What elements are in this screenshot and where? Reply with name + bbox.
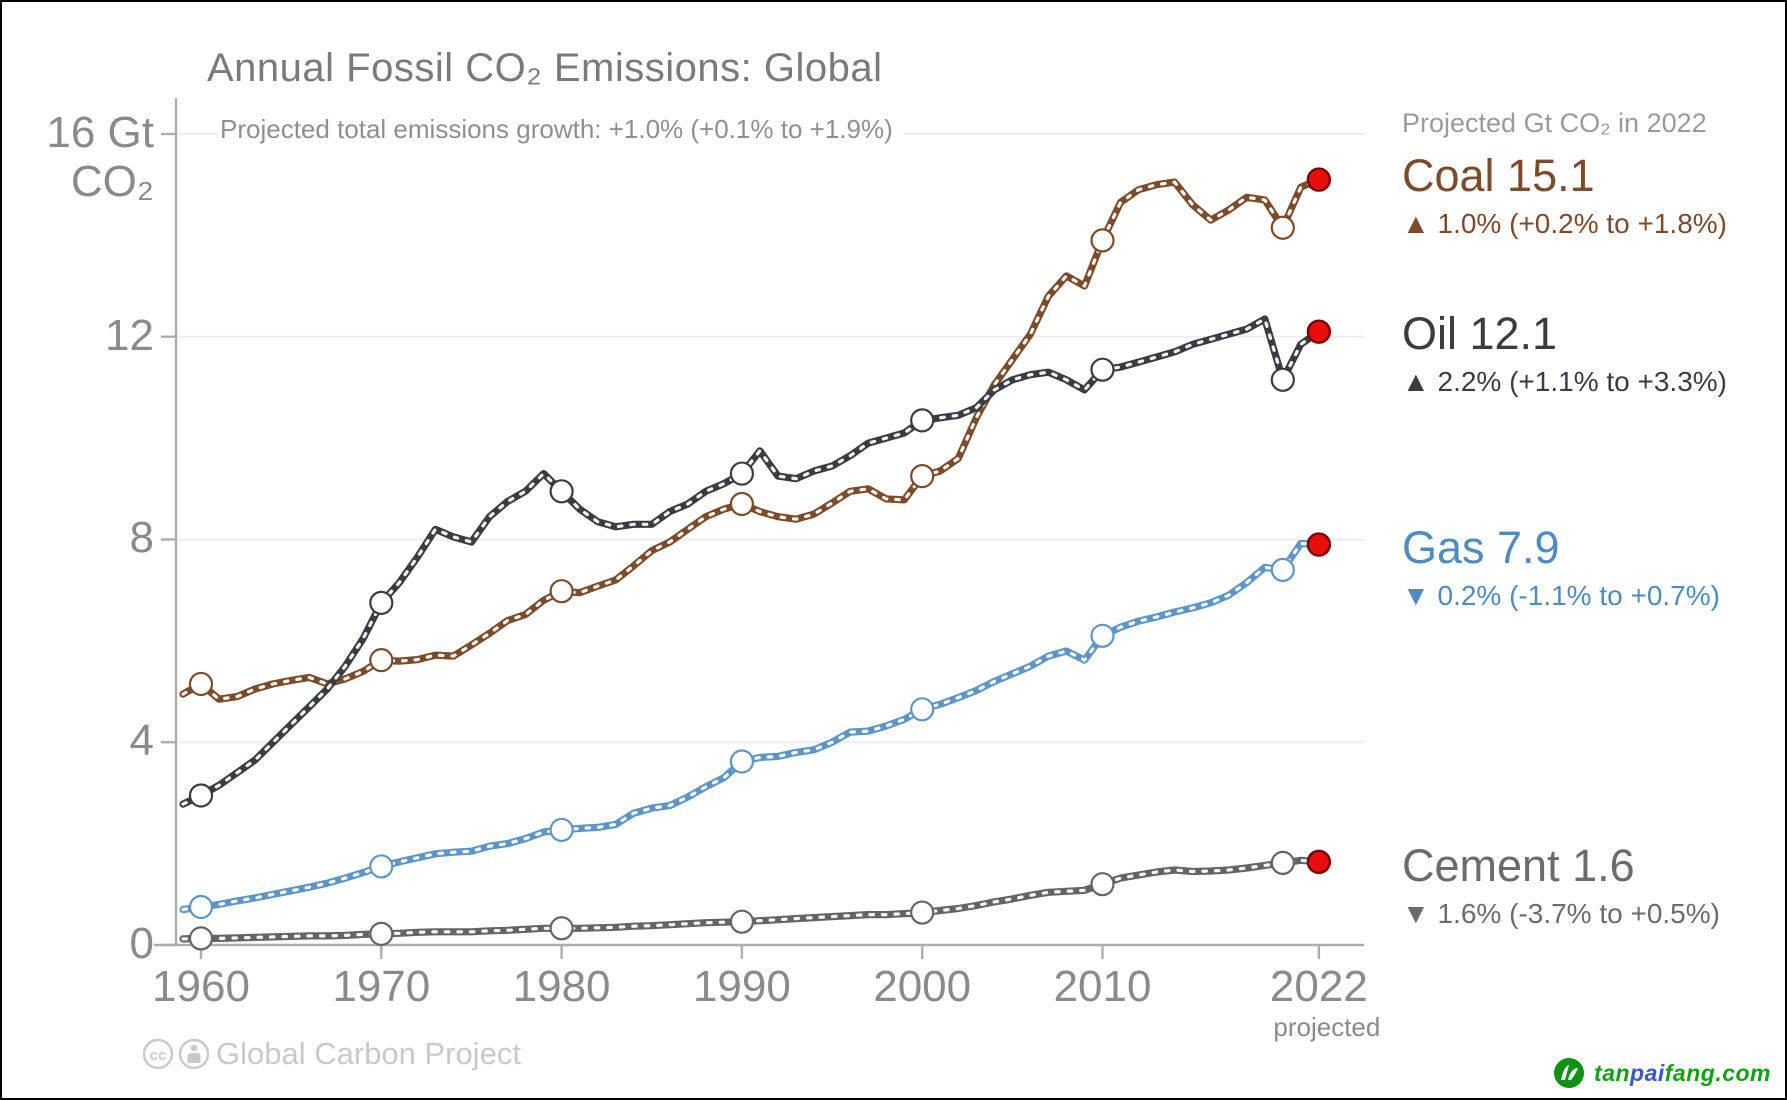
- marker-gas-2020: [1270, 557, 1295, 582]
- marker-cement-2020: [1270, 850, 1295, 875]
- legend-cement-label: Cement 1.6: [1402, 840, 1635, 891]
- marker-coal-1960: [188, 671, 214, 697]
- marker-coal-2020: [1270, 215, 1295, 240]
- marker-coal-2010: [1090, 228, 1115, 253]
- y-tick-label-0: 0: [129, 919, 154, 968]
- marker-oil-2010: [1090, 357, 1115, 382]
- projected-dot-cement: [1306, 849, 1332, 875]
- legend-entry-coal: Coal 15.1 ▲ 1.0% (+0.2% to +1.8%): [1402, 152, 1727, 240]
- legend-header: Projected Gt CO₂ in 2022: [1402, 108, 1707, 138]
- x-tick-label-1970: 1970: [332, 962, 431, 1011]
- marker-oil-1980: [549, 479, 574, 504]
- marker-coal-1990: [729, 491, 755, 517]
- watermark-part-1: tan: [1594, 1059, 1631, 1086]
- y-axis-unit-line1: 16 Gt: [46, 108, 154, 157]
- marker-gas-2000: [910, 697, 935, 722]
- marker-gas-1980: [549, 817, 574, 843]
- attribution-icon: [178, 1038, 210, 1070]
- y-axis-unit-label: 16 Gt CO₂: [46, 108, 154, 207]
- series-dash-gas: [181, 541, 1321, 912]
- projected-dot-oil: [1306, 319, 1332, 344]
- x-tick-label-1960: 1960: [152, 962, 250, 1011]
- x-tick-label-2022: 2022: [1269, 962, 1368, 1011]
- y-tick-label-8: 8: [129, 513, 154, 563]
- marker-gas-1990: [729, 749, 755, 774]
- watermark-part-3: fang.com: [1664, 1059, 1771, 1086]
- marker-gas-1960: [188, 894, 214, 920]
- marker-oil-2000: [910, 408, 935, 433]
- watermark: tanpaifang.com: [1552, 1056, 1771, 1090]
- marker-oil-2020: [1270, 367, 1295, 392]
- marker-cement-1990: [729, 909, 755, 934]
- page-title: Annual Fossil CO₂ Emissions: Global: [207, 46, 883, 90]
- projected-dot-gas: [1306, 532, 1332, 557]
- series-dash-oil: [181, 317, 1321, 806]
- x-tick-label-1980: 1980: [512, 962, 611, 1011]
- x-tick-label-2000: 2000: [873, 962, 972, 1011]
- legend-cement-growth: ▼ 1.6% (-3.7% to +0.5%): [1402, 898, 1720, 930]
- chart-subtitle: Projected total emissions growth: +1.0% …: [218, 112, 903, 147]
- series-dash-coal: [181, 178, 1321, 701]
- marker-cement-1960: [188, 926, 214, 951]
- marker-cement-1970: [369, 921, 394, 946]
- marker-gas-1970: [369, 854, 394, 879]
- cc-icon: cc: [142, 1038, 174, 1070]
- marker-coal-1970: [369, 648, 394, 673]
- credit-text: Global Carbon Project: [216, 1036, 521, 1071]
- marker-cement-2010: [1090, 872, 1115, 897]
- marker-oil-1960: [188, 783, 214, 808]
- marker-gas-2010: [1090, 623, 1115, 648]
- y-axis-unit-line2: CO₂: [70, 157, 154, 207]
- legend-coal-growth: ▲ 1.0% (+0.2% to +1.8%): [1402, 208, 1727, 240]
- legend-entry-gas: Gas 7.9 ▼ 0.2% (-1.1% to +0.7%): [1402, 524, 1720, 612]
- watermark-part-2: pai: [1630, 1059, 1665, 1086]
- legend-oil-label: Oil 12.1: [1402, 308, 1558, 359]
- y-tick-label-4: 4: [129, 716, 154, 766]
- y-tick-label-12: 12: [105, 310, 154, 360]
- projected-dot-coal: [1306, 167, 1332, 192]
- legend-coal-label: Coal 15.1: [1402, 150, 1595, 201]
- marker-oil-1990: [729, 461, 755, 486]
- watermark-text: tanpaifang.com: [1594, 1060, 1771, 1087]
- marker-coal-2000: [910, 464, 935, 489]
- legend-entry-oil: Oil 12.1 ▲ 2.2% (+1.1% to +3.3%): [1402, 310, 1727, 398]
- x-tick-label-2010: 2010: [1053, 962, 1152, 1011]
- x-tick-label-1990: 1990: [692, 962, 791, 1011]
- marker-oil-1970: [369, 590, 394, 615]
- cc-license-icons: cc: [140, 1036, 212, 1072]
- legend-gas-label: Gas 7.9: [1402, 522, 1560, 573]
- legend-entry-cement: Cement 1.6 ▼ 1.6% (-3.7% to +0.5%): [1402, 842, 1720, 930]
- marker-coal-1980: [549, 579, 574, 604]
- legend-gas-growth: ▼ 0.2% (-1.1% to +0.7%): [1402, 580, 1720, 612]
- marker-cement-1980: [549, 916, 574, 941]
- svg-text:cc: cc: [150, 1047, 167, 1064]
- credit-line: cc Global Carbon Project: [140, 1036, 521, 1072]
- x-axis-projected-note: projected: [1273, 1012, 1381, 1042]
- marker-cement-2000: [910, 900, 935, 925]
- legend-oil-growth: ▲ 2.2% (+1.1% to +3.3%): [1402, 366, 1727, 398]
- tanpaifang-logo-icon: [1554, 1058, 1585, 1088]
